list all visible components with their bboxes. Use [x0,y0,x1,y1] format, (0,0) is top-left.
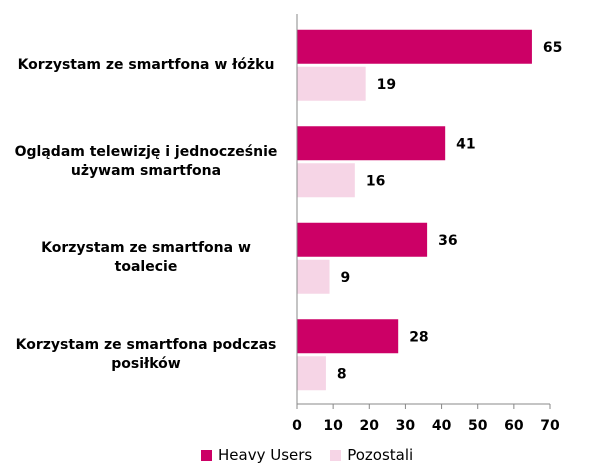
x-tick-label-10: 10 [323,418,343,434]
bar-pozostali-4 [297,356,326,391]
category-label-2: Oglądam telewizję i jednocześnie używam s… [6,143,286,181]
x-axis: 0 10 20 30 40 50 60 70 [292,14,560,434]
legend-item-pozostali: Pozostali [330,446,413,464]
bar-heavy-users-2 [297,126,446,161]
data-label-heavy-users-2: 41 [456,136,475,152]
bar-heavy-users-3 [297,222,428,257]
x-tick-label-40: 40 [432,418,452,434]
category-label-line: toalecie [114,259,178,276]
category-label-1: Korzystam ze smartfona w łóżku [6,56,286,75]
bars-group [297,29,532,391]
data-label-pozostali-4: 8 [337,366,347,382]
bar-pozostali-1 [297,66,366,101]
legend-label-heavy-users: Heavy Users [218,446,313,464]
x-tick-label-60: 60 [504,418,524,434]
legend-label-pozostali: Pozostali [347,446,414,464]
bar-heavy-users-1 [297,29,532,64]
x-tick-label-0: 0 [292,418,302,434]
category-label-line: używam smartfona [70,162,222,179]
bar-pozostali-2 [297,163,355,198]
data-label-pozostali-3: 9 [341,270,351,286]
data-label-pozostali-2: 16 [366,173,385,189]
x-tick-label-70: 70 [540,418,560,434]
category-label-line: Korzystam ze smartfona w [41,240,251,257]
data-label-pozostali-1: 19 [377,77,396,93]
category-label-line: Korzystam ze smartfona podczas [15,336,277,353]
bar-pozostali-3 [297,259,330,294]
legend-swatch-heavy-users [201,449,212,461]
legend-swatch-pozostali [330,449,342,461]
data-label-heavy-users-1: 65 [543,40,562,56]
category-label-line: posiłków [111,355,181,372]
data-label-heavy-users-4: 28 [409,329,428,345]
category-label-4: Korzystam ze smartfona podczas posiłków [6,336,286,374]
data-label-heavy-users-3: 36 [438,233,457,249]
x-tick-label-20: 20 [360,418,380,434]
x-tick-label-50: 50 [468,418,488,434]
data-labels-group: 65 19 41 16 36 9 28 8 [337,40,562,383]
category-label-3: Korzystam ze smartfona w toalecie [6,239,286,277]
legend-item-heavy-users: Heavy Users [201,446,312,464]
legend: Heavy Users Pozostali [201,446,431,464]
category-label-line: Oglądam telewizję i jednocześnie [14,143,278,160]
category-label-line: Korzystam ze smartfona w łóżku [17,56,275,73]
bar-heavy-users-4 [297,319,399,354]
x-tick-label-30: 30 [396,418,416,434]
